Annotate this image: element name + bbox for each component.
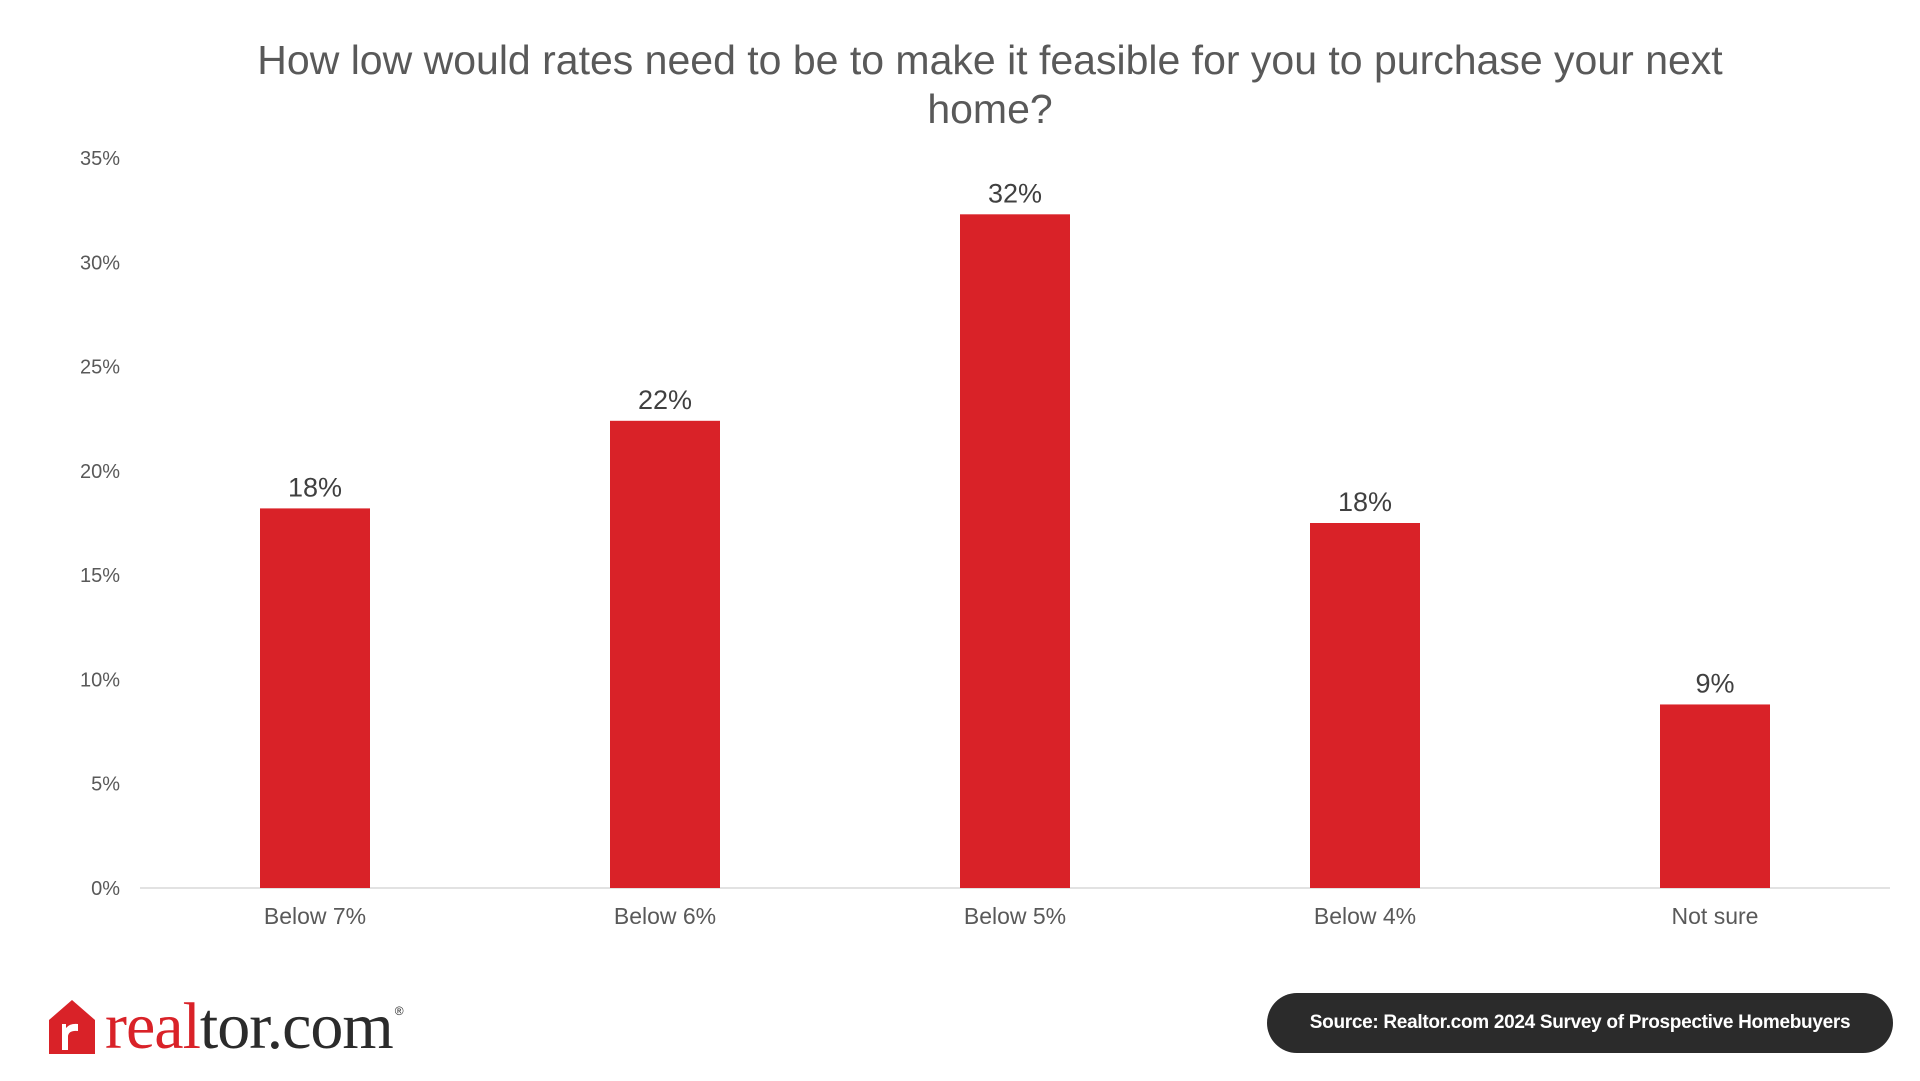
logo-wordmark: realtor.com: [105, 994, 394, 1060]
y-tick-label: 0%: [91, 878, 120, 900]
logo-suffix: tor.com: [199, 990, 394, 1063]
bar: [1660, 704, 1770, 888]
realtor-logo: realtor.com ®: [47, 990, 404, 1060]
bar: [1310, 523, 1420, 888]
data-label: 22%: [638, 385, 692, 415]
bar: [960, 214, 1070, 889]
registered-mark: ®: [394, 1004, 404, 1018]
category-label: Below 6%: [614, 903, 716, 929]
logo-prefix: real: [105, 990, 201, 1063]
data-label: 32%: [988, 178, 1042, 208]
data-label: 18%: [288, 472, 342, 502]
category-label: Not sure: [1672, 903, 1759, 929]
category-labels: Below 7% Below 6% Below 5% Below 4% Not sure: [264, 903, 1759, 929]
bar: [610, 420, 720, 888]
y-tick-label: 20%: [80, 461, 120, 483]
chart-title: How low would rates need to be to make i…: [257, 37, 1723, 132]
category-label: Below 4%: [1314, 903, 1416, 929]
source-badge: Source: Realtor.com 2024 Survey of Prosp…: [1267, 993, 1893, 1053]
category-label: Below 5%: [964, 903, 1066, 929]
data-label: 9%: [1695, 668, 1734, 698]
y-tick-label: 30%: [80, 252, 120, 274]
y-tick-label: 10%: [80, 669, 120, 691]
y-tick-label: 35%: [80, 148, 120, 170]
y-tick-label: 15%: [80, 565, 120, 587]
house-icon: [49, 1000, 95, 1054]
y-tick-label: 5%: [91, 774, 120, 796]
data-labels: 18% 22% 32% 18% 9%: [288, 178, 1735, 698]
bar: [260, 508, 370, 888]
y-tick-label: 25%: [80, 357, 120, 379]
bars: [260, 214, 1770, 889]
y-axis-ticks: 0% 5% 10% 15% 20% 25% 30% 35%: [80, 148, 120, 900]
data-label: 18%: [1338, 487, 1392, 517]
category-label: Below 7%: [264, 903, 366, 929]
